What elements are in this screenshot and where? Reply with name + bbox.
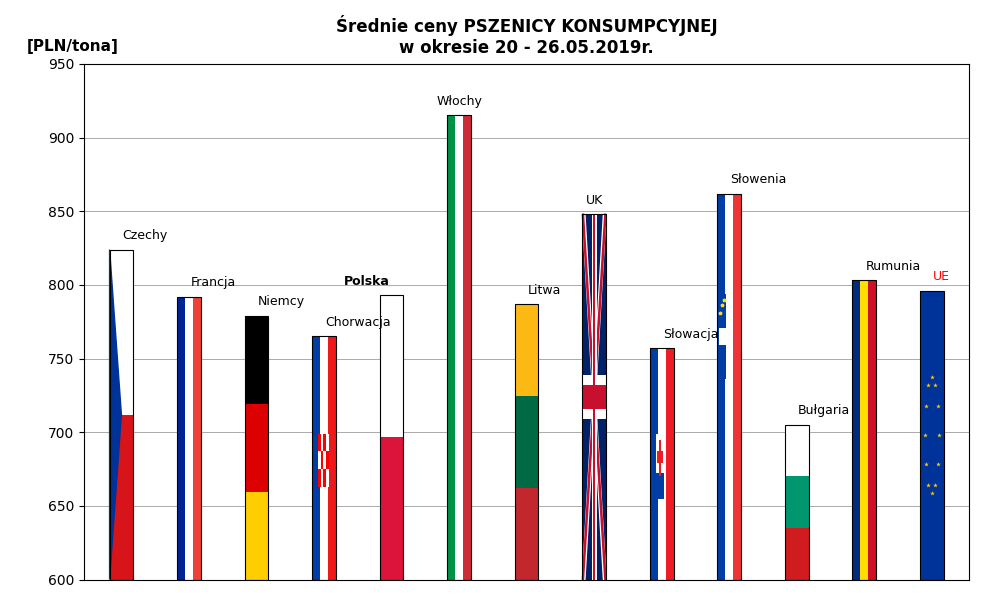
- Bar: [649, 348, 673, 579]
- Bar: [656, 451, 663, 463]
- Bar: [177, 297, 185, 579]
- Bar: [718, 294, 725, 379]
- Bar: [321, 452, 324, 469]
- Polygon shape: [583, 214, 606, 579]
- Bar: [785, 528, 809, 579]
- Bar: [649, 348, 657, 579]
- Text: Słowenia: Słowenia: [730, 173, 787, 186]
- Text: Chorwacja: Chorwacja: [326, 316, 391, 329]
- Bar: [245, 404, 269, 491]
- Bar: [326, 434, 329, 452]
- Text: Włochy: Włochy: [436, 95, 482, 108]
- Bar: [321, 434, 324, 452]
- Bar: [245, 316, 269, 579]
- Bar: [665, 348, 673, 579]
- Bar: [318, 469, 321, 487]
- Polygon shape: [583, 214, 606, 579]
- Title: Średnie ceny PSZENICY KONSUMPCYJNEJ
w okresie 20 - 26.05.2019r.: Średnie ceny PSZENICY KONSUMPCYJNEJ w ok…: [336, 15, 717, 57]
- Bar: [324, 469, 326, 487]
- Text: UK: UK: [585, 194, 603, 207]
- Bar: [659, 440, 661, 476]
- Bar: [109, 250, 133, 414]
- Bar: [456, 115, 463, 579]
- Bar: [717, 194, 741, 579]
- Bar: [656, 434, 664, 499]
- Bar: [657, 348, 665, 579]
- Bar: [733, 194, 741, 579]
- Bar: [245, 491, 269, 579]
- Bar: [583, 214, 606, 579]
- Polygon shape: [583, 214, 606, 579]
- Bar: [785, 425, 809, 579]
- Text: Polska: Polska: [344, 275, 391, 288]
- Bar: [318, 434, 321, 452]
- Text: Francja: Francja: [190, 276, 235, 289]
- Bar: [852, 280, 876, 579]
- Bar: [321, 469, 324, 487]
- Bar: [312, 336, 336, 579]
- Bar: [328, 336, 336, 579]
- Bar: [868, 280, 876, 579]
- Bar: [177, 297, 201, 579]
- Bar: [380, 295, 403, 579]
- Text: Niemcy: Niemcy: [258, 295, 305, 309]
- Text: Litwa: Litwa: [528, 283, 561, 297]
- Bar: [312, 336, 320, 579]
- Bar: [718, 315, 725, 345]
- Bar: [320, 336, 328, 579]
- Polygon shape: [583, 214, 606, 579]
- Text: Bułgaria: Bułgaria: [798, 405, 850, 417]
- Bar: [324, 452, 326, 469]
- Bar: [515, 488, 538, 579]
- Bar: [109, 250, 133, 579]
- Bar: [324, 434, 326, 452]
- Bar: [245, 316, 269, 404]
- Bar: [593, 214, 595, 579]
- Text: Czechy: Czechy: [123, 229, 168, 242]
- Bar: [318, 452, 321, 469]
- Text: UE: UE: [933, 270, 951, 283]
- Text: Rumunia: Rumunia: [866, 260, 921, 273]
- Bar: [583, 385, 606, 409]
- Bar: [185, 297, 193, 579]
- Bar: [718, 315, 725, 328]
- Bar: [860, 280, 868, 579]
- Bar: [193, 297, 201, 579]
- Bar: [583, 375, 606, 418]
- Bar: [656, 473, 664, 499]
- Bar: [785, 425, 809, 476]
- Bar: [920, 291, 944, 579]
- Bar: [591, 214, 596, 579]
- Bar: [515, 304, 538, 579]
- Polygon shape: [109, 250, 121, 579]
- Bar: [785, 476, 809, 528]
- Bar: [380, 295, 403, 437]
- Text: [PLN/tona]: [PLN/tona]: [27, 39, 119, 54]
- Bar: [448, 115, 456, 579]
- Bar: [109, 250, 133, 579]
- Bar: [515, 304, 538, 396]
- Bar: [463, 115, 471, 579]
- Bar: [326, 469, 329, 487]
- Bar: [583, 214, 606, 579]
- Bar: [852, 280, 860, 579]
- Text: Słowacja: Słowacja: [663, 328, 718, 341]
- Bar: [717, 194, 725, 579]
- Bar: [380, 437, 403, 579]
- Bar: [725, 194, 733, 579]
- Bar: [920, 291, 944, 579]
- Bar: [326, 452, 329, 469]
- Bar: [515, 396, 538, 488]
- Bar: [448, 115, 471, 579]
